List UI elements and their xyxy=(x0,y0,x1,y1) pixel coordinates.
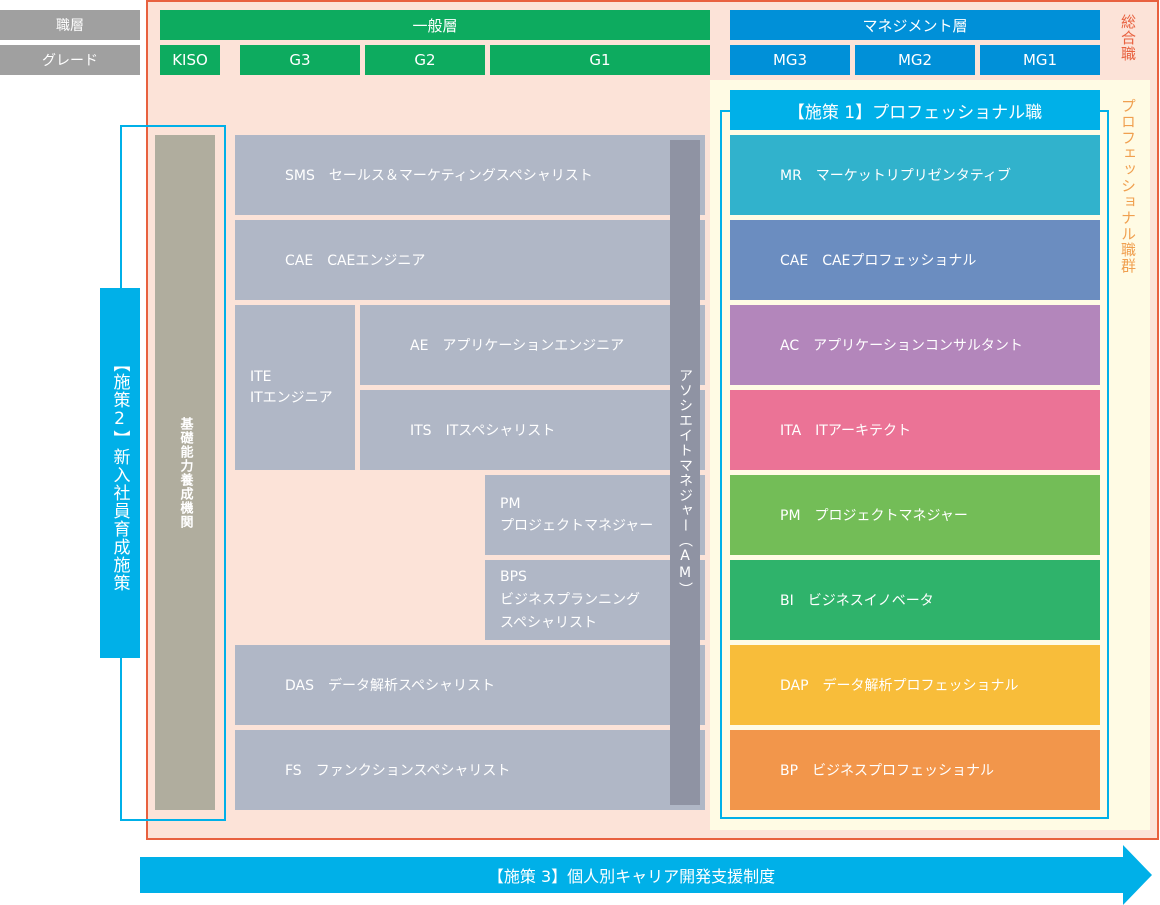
grade-mg2: MG2 xyxy=(855,45,975,75)
bps-name-1: ビジネスプランニング xyxy=(500,591,640,608)
general-tier: 一般層 xyxy=(160,10,710,40)
grade-kiso: KISO xyxy=(160,45,220,75)
row-bps: BPS ビジネスプランニング スペシャリスト xyxy=(485,560,705,640)
grade-mg3: MG3 xyxy=(730,45,850,75)
pro-row: PM プロジェクトマネジャー xyxy=(730,475,1100,555)
row-pm: PM プロジェクトマネジャー xyxy=(485,475,705,555)
arrow-shape xyxy=(140,845,1152,905)
bps-code: BPS xyxy=(500,568,527,585)
measure1-title: 【施策 1】プロフェッショナル職 xyxy=(730,90,1100,130)
ite-code: ITE xyxy=(250,368,272,385)
management-tier: マネジメント層 xyxy=(730,10,1100,40)
grade-label: グレード xyxy=(0,45,140,75)
grade-g1: G1 xyxy=(490,45,710,75)
measure3-label: 【施策 3】個人別キャリア開発支援制度 xyxy=(487,867,776,886)
pm-name: プロジェクトマネジャー xyxy=(500,518,654,534)
pro-row: CAE CAEプロフェッショナル xyxy=(730,220,1100,300)
sogo-label: 総合職 xyxy=(1119,14,1137,62)
am-column: アソシエイトマネジャー（AM） xyxy=(670,140,700,805)
row-das: DAS データ解析スペシャリスト xyxy=(235,645,705,725)
pro-row: BP ビジネスプロフェッショナル xyxy=(730,730,1100,810)
row-its: ITS ITスペシャリスト xyxy=(360,390,705,470)
tier-label: 職層 xyxy=(0,10,140,40)
measure3-arrow xyxy=(140,845,1152,905)
pm-code: PM xyxy=(500,496,521,512)
pro-row: ITA ITアーキテクト xyxy=(730,390,1100,470)
row-sms: SMS セールス＆マーケティングスペシャリスト xyxy=(235,135,705,215)
pro-row: BI ビジネスイノベータ xyxy=(730,560,1100,640)
pro-row: AC アプリケーションコンサルタント xyxy=(730,305,1100,385)
row-fs: FS ファンクションスペシャリスト xyxy=(235,730,705,810)
grade-g3: G3 xyxy=(240,45,360,75)
pro-row: MR マーケットリプリゼンタティブ xyxy=(730,135,1100,215)
kiso-column: 基礎能力養成機関 xyxy=(155,135,215,810)
grade-mg1: MG1 xyxy=(980,45,1100,75)
measure2-label: 【施策2】新入社員育成施策 xyxy=(100,288,140,658)
grade-g2: G2 xyxy=(365,45,485,75)
bps-name-2: スペシャリスト xyxy=(500,614,598,631)
ite-name: ITエンジニア xyxy=(250,389,333,406)
row-ae: AE アプリケーションエンジニア xyxy=(360,305,705,385)
row-ite: ITE ITエンジニア xyxy=(235,305,355,470)
pro-group-label: プロフェッショナル職群 xyxy=(1119,98,1137,274)
row-cae: CAE CAEエンジニア xyxy=(235,220,705,300)
pro-row: DAP データ解析プロフェッショナル xyxy=(730,645,1100,725)
